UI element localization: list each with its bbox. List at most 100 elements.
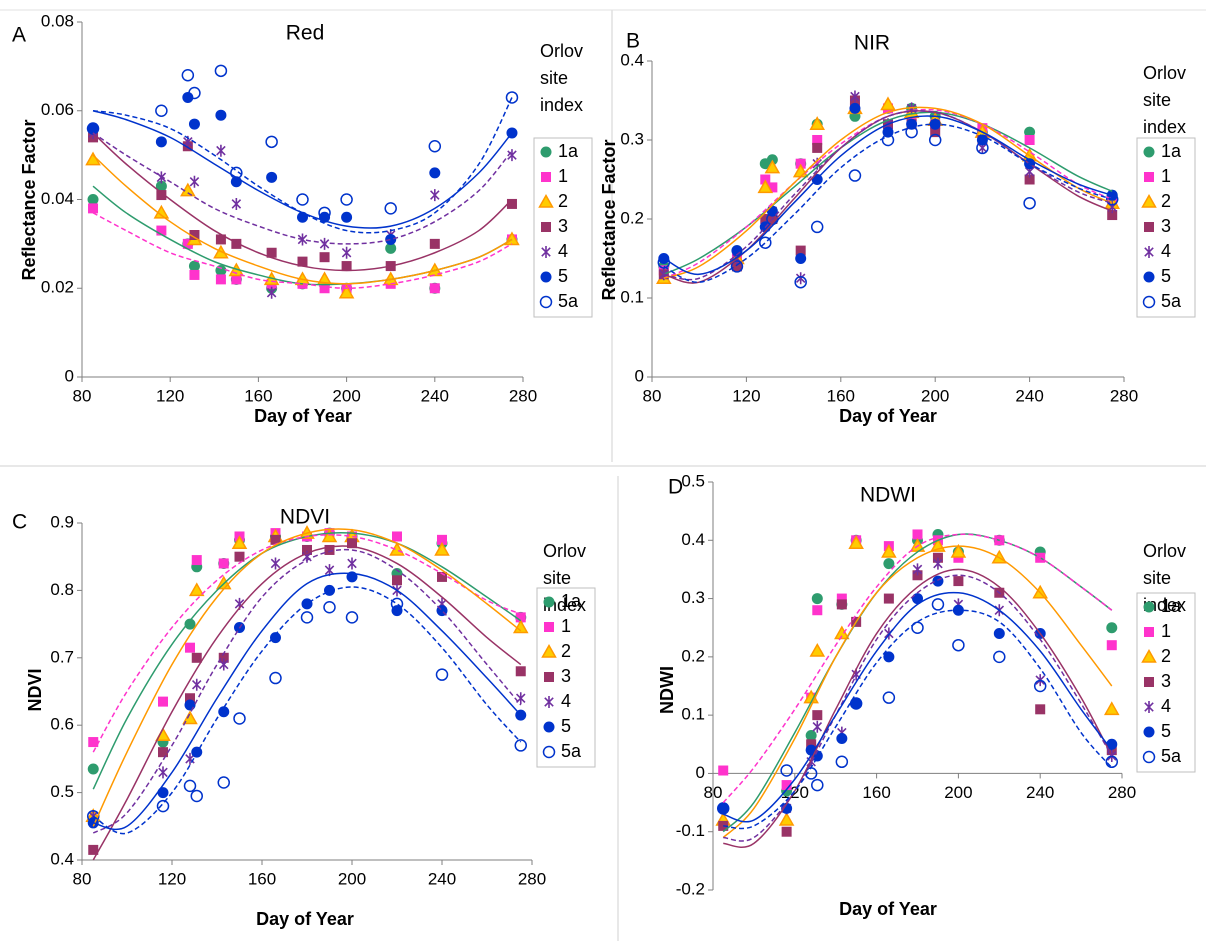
marker-square <box>912 529 923 540</box>
marker-open-circle <box>514 739 527 752</box>
marker-open-circle <box>905 125 918 139</box>
y-axis-label: Reflectance Factor <box>19 119 39 280</box>
legend-label: 1a <box>1161 596 1182 616</box>
trend-line <box>722 533 1113 833</box>
legend-label: 1 <box>558 166 568 186</box>
legend-label: 5a <box>558 291 579 311</box>
marker-circle <box>811 593 823 605</box>
legend-box <box>536 587 596 768</box>
legend-label: 2 <box>1161 191 1171 211</box>
trend-line <box>92 97 513 234</box>
x-tick-label: 240 <box>421 386 449 405</box>
marker-circle <box>266 171 278 183</box>
x-tick-label: 280 <box>1108 783 1136 802</box>
marker-square <box>781 826 792 837</box>
marker-circle <box>184 618 196 630</box>
trend-line <box>92 531 522 790</box>
marker-star <box>216 144 226 157</box>
legend-label: 2 <box>561 641 571 661</box>
y-axis-label: NDWI <box>657 666 677 714</box>
marker-circle <box>215 265 227 276</box>
marker-circle <box>385 233 397 245</box>
marker-square <box>812 142 823 153</box>
panel: C NDVI Day of Year NDVI 0.4 0.5 0.6 0.7 0.8 0.9 80… <box>12 506 596 929</box>
marker-square <box>1035 704 1046 715</box>
marker-star <box>185 752 195 765</box>
marker-square <box>88 844 99 855</box>
legend-box <box>1136 137 1196 318</box>
legend-label: 2 <box>1161 646 1171 666</box>
marker-square <box>437 571 447 582</box>
marker-square <box>767 182 778 193</box>
legend-marker <box>1144 246 1154 258</box>
marker-open-circle <box>233 712 246 725</box>
marker-star <box>218 658 229 671</box>
legend-marker <box>541 222 551 232</box>
x-tick-label: 120 <box>158 869 186 888</box>
marker-square <box>760 214 771 224</box>
y-tick-label: -0.1 <box>676 821 705 840</box>
y-tick-label: 0.4 <box>620 50 644 69</box>
marker-open-circle <box>390 597 404 611</box>
y-tick-label: 0.2 <box>620 208 644 227</box>
marker-square <box>302 544 312 555</box>
legend-label: 5a <box>561 741 582 761</box>
marker-open-circle <box>318 206 331 220</box>
legend-label: 5 <box>561 716 571 736</box>
marker-open-circle <box>794 275 807 289</box>
marker-open-circle <box>214 64 228 78</box>
marker-open-circle <box>183 779 197 793</box>
marker-square <box>731 261 742 272</box>
marker-open-circle <box>300 611 314 624</box>
panel: A Red Day of Year Reflectance Factor 0 0.02 0.… <box>12 11 593 426</box>
marker-triangle <box>848 535 864 549</box>
marker-circle <box>717 802 729 814</box>
marker-triangle <box>834 625 850 640</box>
legend-marker <box>1144 701 1154 713</box>
marker-square <box>347 538 357 549</box>
legend-marker <box>543 721 555 733</box>
legend-marker <box>541 172 551 182</box>
marker-star <box>270 557 281 570</box>
marker-star <box>266 286 277 299</box>
marker-star <box>515 692 526 705</box>
y-tick-label: 0.9 <box>50 512 74 531</box>
marker-star <box>850 90 860 103</box>
legend-title: Orlov <box>1143 541 1186 561</box>
trend-line <box>92 545 522 861</box>
marker-square <box>189 269 200 280</box>
marker-circle <box>429 167 441 179</box>
legend-marker <box>538 193 554 208</box>
chart-title: Red <box>286 22 325 45</box>
trend-line <box>723 609 1113 830</box>
x-tick-label: 120 <box>156 386 184 405</box>
marker-triangle <box>182 710 198 725</box>
y-tick-label: 0.1 <box>620 287 644 306</box>
trend-line <box>663 111 1113 275</box>
marker-square <box>231 274 242 285</box>
marker-open-circle <box>190 789 203 803</box>
panel-letter: B <box>626 30 640 53</box>
marker-circle <box>188 118 200 130</box>
marker-star <box>231 197 242 210</box>
marker-open-circle <box>505 91 519 104</box>
marker-triangle <box>778 812 795 826</box>
marker-triangle <box>338 284 355 299</box>
marker-open-circle <box>911 621 924 634</box>
x-tick-label: 160 <box>862 783 890 802</box>
legend-label: 1 <box>561 616 571 636</box>
x-tick-label: 80 <box>704 783 723 802</box>
x-axis-label: Day of Year <box>839 406 937 426</box>
trend-line <box>92 132 513 245</box>
marker-open-circle <box>811 778 824 792</box>
legend-marker <box>541 246 551 258</box>
legend-title: site <box>540 68 568 88</box>
marker-open-circle <box>296 193 309 206</box>
legend-title: Orlov <box>543 541 586 561</box>
legend-label: 5 <box>1161 266 1171 286</box>
x-tick-label: 160 <box>244 386 272 405</box>
marker-star <box>933 557 943 570</box>
x-tick-label: 160 <box>248 869 276 888</box>
marker-open-circle <box>340 193 353 206</box>
y-tick-label: 0.04 <box>41 189 74 208</box>
